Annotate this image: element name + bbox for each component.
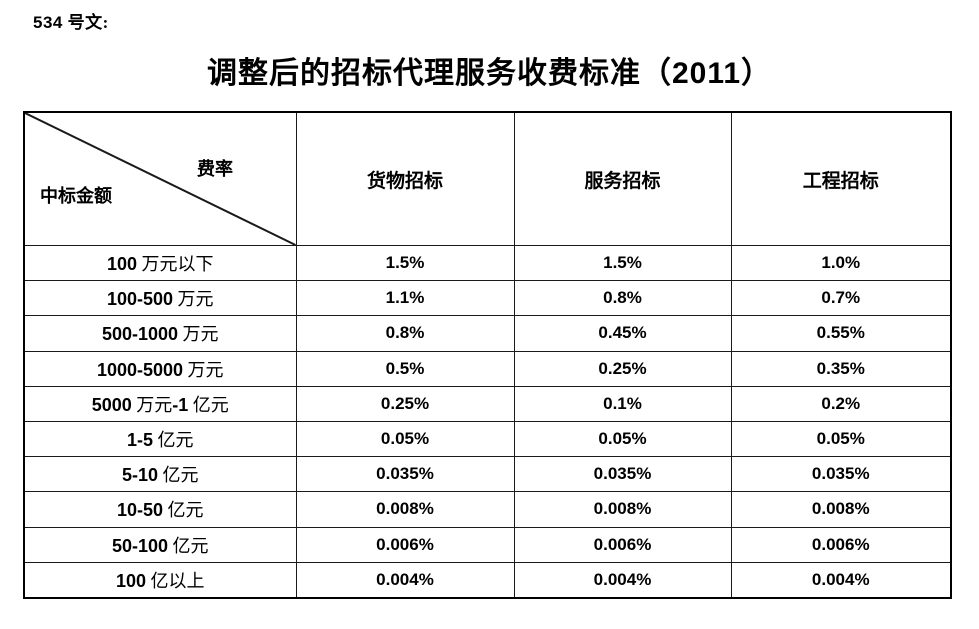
rate-cell-engineering: 0.004% <box>730 561 952 599</box>
rate-cell-services: 0.05% <box>513 420 732 458</box>
rate-cell-services: 0.25% <box>513 350 732 387</box>
corner-label-rate: 费率 <box>197 159 233 179</box>
rate-cell-goods: 0.5% <box>295 350 515 387</box>
table-row: 100 万元以下 1.5% 1.5% 1.0% <box>23 244 952 282</box>
table-row: 500-1000 万元 0.8% 0.45% 0.55% <box>23 315 952 352</box>
row-label-amount-tier: 10-50 亿元 <box>23 491 297 528</box>
rate-cell-services: 0.1% <box>513 385 732 422</box>
fee-standard-table: 费率 中标金额 货物招标 服务招标 工程招标 100 万元以下 1.5% 1.5… <box>23 111 952 599</box>
table-row: 10-50 亿元 0.008% 0.008% 0.008% <box>23 491 952 528</box>
row-label-amount-tier: 500-1000 万元 <box>23 315 297 352</box>
column-header-services: 服务招标 <box>513 111 732 246</box>
row-label-amount-tier: 100-500 万元 <box>23 280 297 317</box>
rate-cell-engineering: 0.035% <box>730 456 952 493</box>
rate-cell-services: 0.8% <box>513 280 732 317</box>
rate-cell-engineering: 1.0% <box>730 244 952 282</box>
table-row: 100 亿以上 0.004% 0.004% 0.004% <box>23 561 952 599</box>
rate-cell-services: 1.5% <box>513 244 732 282</box>
rate-cell-goods: 0.8% <box>295 315 515 352</box>
page-title: 调整后的招标代理服务收费标准（2011） <box>206 57 773 90</box>
rate-cell-services: 0.004% <box>513 561 732 599</box>
table-row: 1000-5000 万元 0.5% 0.25% 0.35% <box>23 350 952 387</box>
header-row: 费率 中标金额 货物招标 服务招标 工程招标 <box>23 111 952 246</box>
rate-cell-services: 0.008% <box>513 491 732 528</box>
table-body: 100 万元以下 1.5% 1.5% 1.0% 100-500 万元 1.1% … <box>23 244 952 599</box>
row-label-amount-tier: 1-5 亿元 <box>23 420 297 458</box>
rate-cell-goods: 0.05% <box>295 420 515 458</box>
row-label-amount-tier: 100 万元以下 <box>23 244 297 282</box>
rate-cell-goods: 0.004% <box>295 561 515 599</box>
corner-label-bid-amount: 中标金额 <box>40 186 112 206</box>
rate-cell-engineering: 0.35% <box>730 350 952 387</box>
table-row: 5-10 亿元 0.035% 0.035% 0.035% <box>23 456 952 493</box>
rate-cell-engineering: 0.006% <box>730 526 952 563</box>
doc-number-label: 534 号文: <box>33 13 109 32</box>
rate-cell-goods: 1.5% <box>295 244 515 282</box>
row-label-amount-tier: 100 亿以上 <box>23 561 297 599</box>
table-row: 100-500 万元 1.1% 0.8% 0.7% <box>23 280 952 317</box>
row-label-amount-tier: 50-100 亿元 <box>23 526 297 563</box>
rate-cell-services: 0.45% <box>513 315 732 352</box>
rate-cell-goods: 0.035% <box>295 456 515 493</box>
corner-header-cell: 费率 中标金额 <box>23 111 297 246</box>
rate-cell-engineering: 0.008% <box>730 491 952 528</box>
rate-cell-engineering: 0.7% <box>730 280 952 317</box>
row-label-amount-tier: 1000-5000 万元 <box>23 350 297 387</box>
table-row: 1-5 亿元 0.05% 0.05% 0.05% <box>23 420 952 458</box>
row-label-amount-tier: 5000 万元-1 亿元 <box>23 385 297 422</box>
column-header-engineering: 工程招标 <box>730 111 952 246</box>
rate-cell-goods: 0.006% <box>295 526 515 563</box>
rate-cell-engineering: 0.55% <box>730 315 952 352</box>
diagonal-divider-line <box>25 113 296 245</box>
rate-cell-engineering: 0.05% <box>730 420 952 458</box>
table-row: 50-100 亿元 0.006% 0.006% 0.006% <box>23 526 952 563</box>
rate-cell-services: 0.006% <box>513 526 732 563</box>
rate-cell-engineering: 0.2% <box>730 385 952 422</box>
row-label-amount-tier: 5-10 亿元 <box>23 456 297 493</box>
rate-cell-goods: 1.1% <box>295 280 515 317</box>
column-header-goods: 货物招标 <box>295 111 515 246</box>
rate-cell-goods: 0.008% <box>295 491 515 528</box>
rate-cell-goods: 0.25% <box>295 385 515 422</box>
rate-cell-services: 0.035% <box>513 456 732 493</box>
table-row: 5000 万元-1 亿元 0.25% 0.1% 0.2% <box>23 385 952 422</box>
